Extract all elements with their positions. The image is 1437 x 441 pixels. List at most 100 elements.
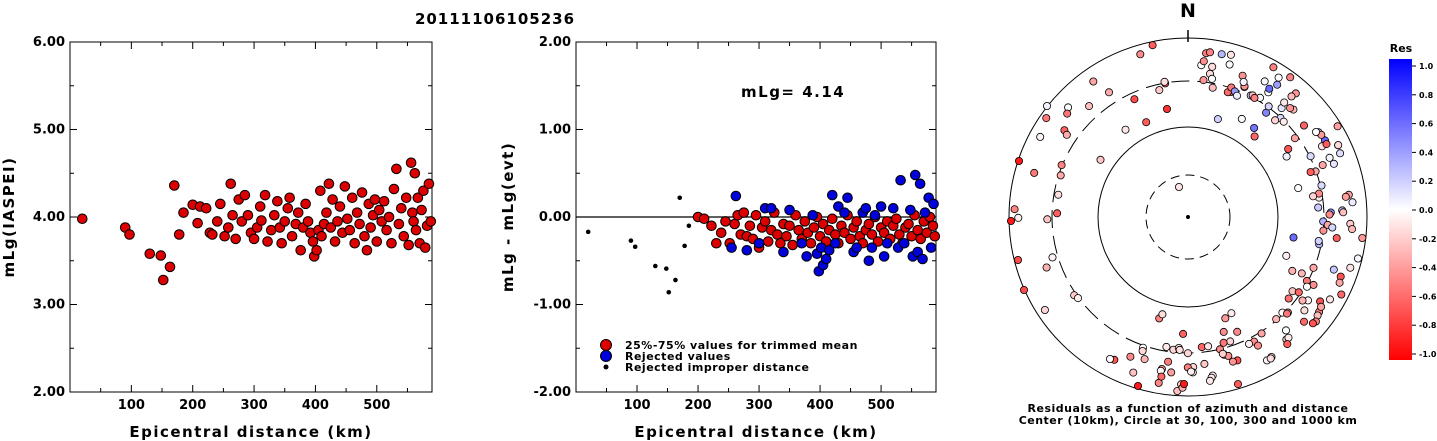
- polar-residual-point: [1314, 236, 1323, 245]
- polar-residual-point: [1136, 50, 1145, 59]
- left-data-point: [279, 216, 291, 227]
- polar-residual-point: [1213, 115, 1222, 124]
- left-data-point: [325, 222, 337, 233]
- left-data-point: [369, 194, 381, 205]
- polar-residual-point: [1126, 352, 1135, 361]
- left-y-tick-label: 5.00: [33, 123, 65, 138]
- polar-residual-point: [1339, 208, 1348, 217]
- polar-residual-point: [1142, 118, 1151, 127]
- polar-residual-point: [1264, 102, 1273, 111]
- polar-residual-point: [1283, 340, 1292, 349]
- polar-residual-point: [1317, 302, 1326, 311]
- polar-residual-point: [1309, 192, 1318, 201]
- polar-residual-point: [1308, 319, 1317, 328]
- left-data-point: [339, 181, 351, 192]
- polar-residual-point: [1348, 198, 1357, 207]
- polar-residual-point: [1329, 159, 1338, 168]
- polar-residual-point: [1233, 327, 1242, 336]
- middle-data-point: [842, 192, 853, 204]
- polar-residual-point: [1294, 288, 1303, 297]
- left-data-point: [349, 237, 360, 249]
- polar-residual-point: [1206, 48, 1215, 57]
- middle-data-point: [820, 253, 832, 265]
- middle-data-point: [744, 220, 756, 232]
- middle-point-improper: [585, 229, 591, 235]
- legend-label-improper: Rejected improper distance: [625, 361, 809, 374]
- polar-residual-point: [1250, 124, 1259, 133]
- polar-residual-point: [1294, 184, 1303, 193]
- middle-data-point: [903, 218, 914, 230]
- left-data-point: [164, 261, 176, 273]
- middle-data-point: [799, 216, 811, 227]
- left-data-point: [302, 216, 314, 227]
- middle-x-tick-label: 200: [684, 398, 711, 413]
- left-data-point: [207, 229, 218, 240]
- middle-data-point: [726, 242, 737, 253]
- left-data-point: [398, 230, 410, 242]
- left-data-point: [329, 236, 341, 247]
- polar-residual-point: [1105, 88, 1114, 97]
- left-data-point: [342, 213, 353, 225]
- polar-residual-point: [1180, 379, 1189, 388]
- left-data-point: [269, 209, 280, 221]
- left-data-point: [144, 248, 156, 260]
- middle-data-point: [928, 198, 939, 210]
- left-data-point: [259, 189, 271, 201]
- polar-residual-point: [1140, 355, 1149, 364]
- polar-residual-point: [1273, 80, 1282, 89]
- left-data-point: [292, 207, 304, 218]
- polar-residual-point: [1054, 190, 1063, 199]
- left-data-point: [124, 229, 135, 240]
- middle-data-point: [898, 237, 910, 249]
- polar-residual-point: [1309, 280, 1318, 289]
- middle-data-point: [927, 220, 939, 232]
- left-data-point: [344, 224, 356, 236]
- legend-label-rejected: Rejected values: [625, 350, 731, 363]
- colorbar-tick-label: -0.4: [1419, 264, 1437, 273]
- polar-residual-point: [1341, 192, 1350, 201]
- middle-y-tick-label: 1.00: [539, 123, 571, 138]
- left-y-tick-label: 3.00: [33, 298, 65, 313]
- middle-x-axis-label: Epicentral distance (km): [634, 423, 877, 441]
- left-data-point: [262, 236, 273, 247]
- polar-residual-point: [1134, 381, 1143, 390]
- polar-residual-point: [1175, 345, 1184, 354]
- left-data-point: [178, 207, 189, 218]
- polar-residual-point: [1298, 296, 1307, 305]
- left-data-point: [315, 185, 326, 197]
- polar-residual-point: [1333, 122, 1342, 131]
- polar-residual-point: [1200, 359, 1209, 368]
- middle-y-tick-label: 2.00: [539, 35, 571, 50]
- polar-residual-point: [1129, 368, 1138, 377]
- polar-caption-line1: Residuals as a function of azimuth and d…: [1028, 402, 1349, 415]
- polar-residual-point: [1206, 376, 1215, 385]
- left-points: [76, 157, 437, 286]
- polar-residual-point: [1155, 86, 1164, 95]
- polar-residual-point: [1221, 314, 1230, 323]
- left-data-point: [407, 207, 418, 218]
- polar-residual-point: [1282, 152, 1291, 161]
- polar-residual-point: [1226, 337, 1235, 346]
- left-data-point: [359, 230, 370, 242]
- middle-data-point: [730, 190, 742, 202]
- middle-data-point: [784, 220, 795, 232]
- middle-data-point: [826, 213, 838, 225]
- left-data-point: [378, 195, 390, 207]
- left-y-axis-label: mLg(IASPEI): [0, 157, 18, 278]
- polar-residual-point: [1309, 263, 1318, 272]
- left-data-point: [400, 192, 412, 204]
- left-x-tick-label: 100: [118, 398, 145, 413]
- middle-data-point: [720, 216, 731, 227]
- polar-residual-point: [1163, 105, 1172, 114]
- polar-residual-point: [1282, 326, 1291, 335]
- middle-point-improper: [664, 266, 669, 271]
- legend-marker-trimmed: [600, 339, 612, 351]
- middle-x-tick-label: 500: [868, 398, 895, 413]
- polar-residual-point: [1217, 50, 1226, 59]
- left-data-point: [351, 207, 363, 218]
- left-data-point: [388, 183, 400, 195]
- left-data-point: [408, 216, 419, 227]
- polar-residual-point: [1074, 294, 1083, 303]
- left-y-ticks: 2.00 3.00 4.00 5.00 6.00: [33, 35, 432, 400]
